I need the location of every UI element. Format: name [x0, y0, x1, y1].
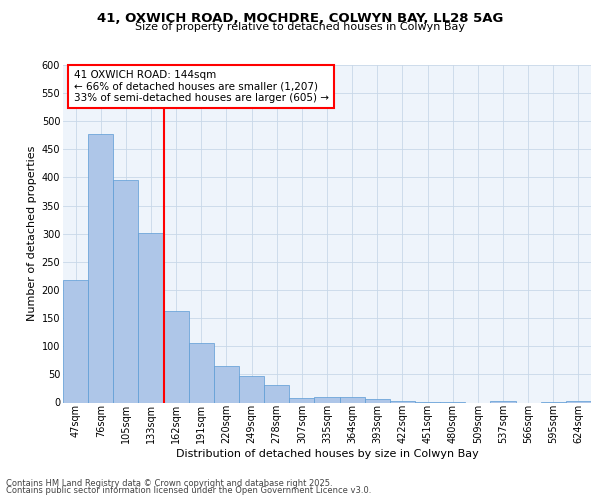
Text: Contains public sector information licensed under the Open Government Licence v3: Contains public sector information licen… — [6, 486, 371, 495]
Bar — [390, 401, 415, 402]
Text: Size of property relative to detached houses in Colwyn Bay: Size of property relative to detached ho… — [135, 22, 465, 32]
Text: Contains HM Land Registry data © Crown copyright and database right 2025.: Contains HM Land Registry data © Crown c… — [6, 478, 332, 488]
Bar — [264, 384, 289, 402]
Bar — [314, 397, 340, 402]
Bar — [139, 233, 164, 402]
Bar — [365, 398, 390, 402]
Bar — [164, 312, 189, 402]
Bar — [340, 397, 365, 402]
Bar — [289, 398, 314, 402]
Text: 41 OXWICH ROAD: 144sqm
← 66% of detached houses are smaller (1,207)
33% of semi-: 41 OXWICH ROAD: 144sqm ← 66% of detached… — [74, 70, 329, 103]
Text: 41, OXWICH ROAD, MOCHDRE, COLWYN BAY, LL28 5AG: 41, OXWICH ROAD, MOCHDRE, COLWYN BAY, LL… — [97, 12, 503, 26]
Bar — [189, 343, 214, 402]
Bar — [214, 366, 239, 403]
Bar — [239, 376, 264, 402]
Bar — [63, 280, 88, 402]
Bar — [566, 401, 591, 402]
Y-axis label: Number of detached properties: Number of detached properties — [28, 146, 37, 322]
Bar — [113, 180, 139, 402]
X-axis label: Distribution of detached houses by size in Colwyn Bay: Distribution of detached houses by size … — [176, 449, 478, 459]
Bar — [88, 134, 113, 402]
